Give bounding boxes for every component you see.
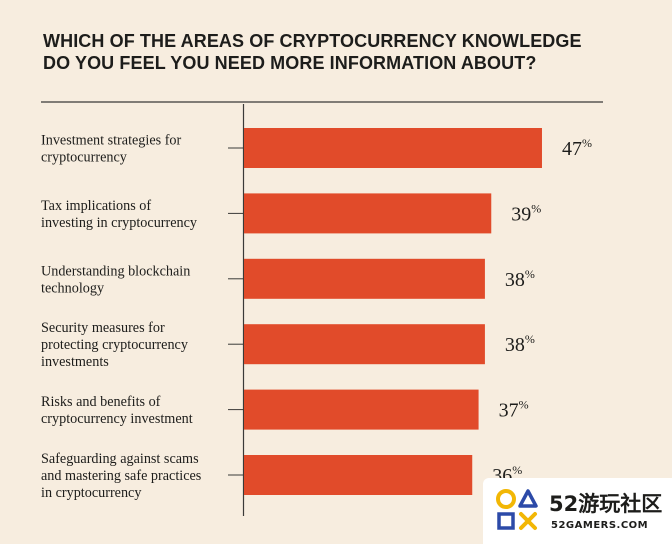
watermark-url: 52GAMERS.COM [551, 520, 649, 531]
value-number: 38 [505, 334, 525, 356]
watermark-text: 52游玩社区 [549, 492, 663, 516]
watermark: 52游玩社区 52GAMERS.COM [483, 478, 672, 544]
value-suffix: % [531, 201, 541, 215]
bar [244, 389, 479, 430]
value-number: 38 [505, 269, 525, 291]
value-label: 47% [562, 136, 592, 160]
category-label-line: investing in cryptocurrency [41, 215, 198, 231]
value-number: 47 [562, 138, 582, 160]
bar [244, 193, 492, 234]
value-label: 38% [505, 332, 535, 356]
category-label-line: cryptocurrency [41, 150, 128, 166]
value-suffix: % [525, 332, 535, 346]
chart-title: WHICH OF THE AREAS OF CRYPTOCURRENCY KNO… [43, 30, 643, 74]
category-label-line: Tax implications of [41, 198, 151, 214]
category-label: Understanding blockchain technology [41, 263, 190, 296]
value-label: 37% [499, 398, 529, 422]
bar [244, 324, 485, 365]
value-label: 39% [511, 201, 541, 225]
category-label-line: Safeguarding against scams [41, 451, 199, 467]
category-label-line: Security measures for [41, 320, 165, 336]
category-label: Tax implications of investing in cryptocu… [41, 198, 198, 231]
category-label: Risks and benefits of cryptocurrency inve… [41, 394, 193, 427]
bar [244, 258, 485, 299]
category-label-line: and mastering safe practices [41, 468, 202, 484]
value-number: 39 [511, 203, 531, 225]
value-suffix: % [519, 398, 529, 412]
category-label-line: Understanding blockchain [41, 263, 190, 279]
category-label: Security measures for protecting cryptocu… [41, 320, 189, 370]
category-label-line: protecting cryptocurrency [41, 337, 189, 353]
chart-title-line-2: DO YOU FEEL YOU NEED MORE INFORMATION AB… [43, 53, 537, 73]
bar [244, 455, 473, 495]
category-label-line: Investment strategies for [41, 133, 182, 149]
playstation-shapes-icon [496, 489, 538, 530]
bar [244, 128, 542, 168]
category-label-line: Risks and benefits of [41, 394, 161, 410]
category-label-line: technology [41, 280, 105, 296]
value-number: 37 [499, 400, 519, 422]
value-suffix: % [582, 136, 592, 150]
category-label-line: cryptocurrency investment [41, 411, 193, 427]
value-label: 38% [505, 267, 535, 291]
value-suffix: % [512, 463, 522, 477]
chart-title-line-1: WHICH OF THE AREAS OF CRYPTOCURRENCY KNO… [43, 31, 582, 51]
category-label-line: in cryptocurrency [41, 485, 142, 501]
category-label: Investment strategies for cryptocurrency [41, 133, 182, 166]
category-label: Safeguarding against scams and mastering … [41, 451, 202, 501]
value-suffix: % [525, 267, 535, 281]
category-label-line: investments [41, 354, 109, 370]
bars-layer: Investment strategies for cryptocurrency 4… [41, 128, 592, 501]
